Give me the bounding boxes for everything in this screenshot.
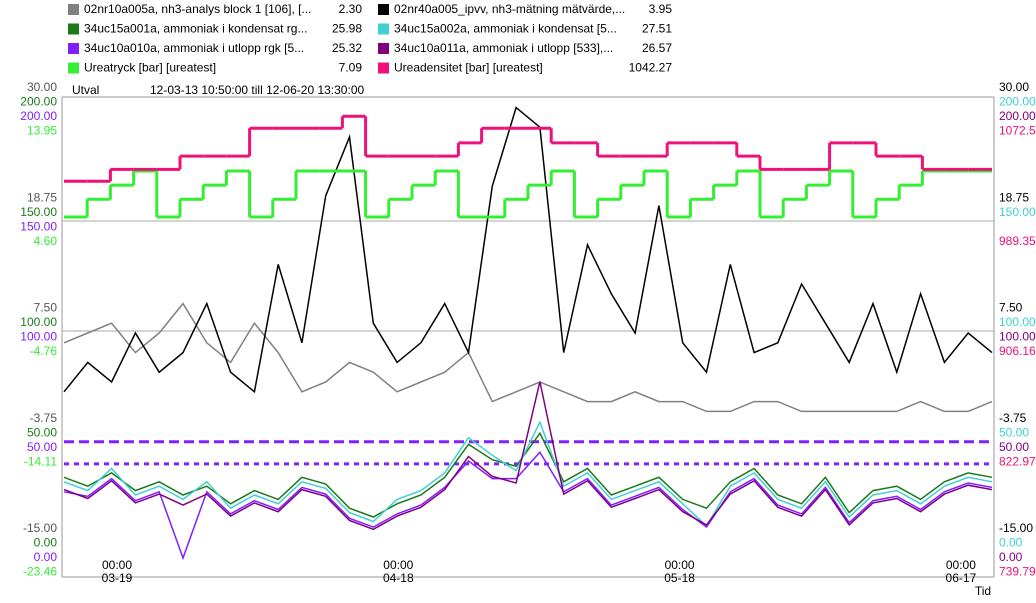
y-tick-label: 200.00 — [20, 109, 57, 123]
y-tick-label: 18.75 — [999, 190, 1029, 204]
series-line — [63, 450, 993, 561]
y-tick-label: 30.00 — [999, 80, 1029, 94]
y-tick-label: -23.46 — [23, 565, 57, 579]
y-tick-label: 13.95 — [27, 124, 57, 138]
y-tick-label: 7.50 — [34, 301, 58, 315]
y-tick-label: 30.00 — [27, 80, 57, 94]
legend-value: 2.30 — [339, 2, 363, 16]
y-tick-label: 100.00 — [20, 330, 57, 344]
legend-swatch — [68, 62, 79, 74]
y-tick-label: 0.00 — [34, 550, 58, 564]
legend-name: 34uc15a001a, ammoniak i kondensat rg... — [84, 22, 307, 36]
y-tick-label: 822.97 — [999, 454, 1036, 468]
y-tick-label: 200.00 — [20, 95, 57, 109]
legend-name: 34uc10a011a, ammoniak i utlopp [533],... — [394, 41, 613, 55]
legend-swatch — [378, 4, 389, 15]
y-tick-label: -14.11 — [24, 454, 57, 468]
legend-swatch — [378, 62, 389, 74]
series-line — [63, 302, 993, 413]
y-tick-label: 50.00 — [27, 425, 57, 439]
y-tick-label: 4.60 — [34, 234, 58, 248]
time-range: 12-03-13 10:50:00 till 12-06-20 13:30:00 — [150, 83, 364, 97]
y-tick-label: -3.75 — [30, 411, 58, 425]
legend-swatch — [378, 23, 389, 35]
legend-value: 25.98 — [332, 22, 362, 36]
x-tick-time: 00:00 — [665, 558, 695, 572]
legend-value: 27.51 — [642, 22, 672, 36]
y-tick-label: 7.50 — [999, 301, 1023, 315]
legend-name: 34uc10a010a, ammoniak i utlopp rgk [5... — [84, 41, 304, 55]
y-tick-label: 0.00 — [34, 536, 58, 550]
series-line — [63, 106, 993, 394]
y-tick-label: 150.00 — [20, 205, 57, 219]
y-tick-label: 200.00 — [999, 95, 1036, 109]
x-tick-date: 06-17 — [946, 571, 977, 585]
legend-name: 02nr10a005a, nh3-analys block 1 [106], [… — [84, 2, 312, 16]
series-line — [63, 381, 993, 531]
x-tick-time: 00:00 — [946, 558, 976, 572]
y-tick-label: 50.00 — [999, 440, 1029, 454]
legend-value: 25.32 — [332, 41, 362, 55]
y-tick-label: -4.76 — [30, 344, 58, 358]
legend-value: 26.57 — [642, 41, 672, 55]
y-tick-label: 150.00 — [999, 205, 1036, 219]
y-tick-label: 50.00 — [27, 440, 57, 454]
legend-name: 02nr40a005_ipvv, nh3-mätning mätvärde,..… — [394, 2, 625, 16]
y-tick-label: 1072.54 — [999, 124, 1036, 138]
legend-value: 1042.27 — [629, 61, 673, 75]
y-tick-label: 50.00 — [999, 425, 1029, 439]
x-axis-label: Tid — [975, 584, 991, 598]
legend-name: Ureatryck [bar] [ureatest] — [84, 61, 216, 75]
legend-name: Ureadensitet [bar] [ureatest] — [394, 61, 543, 75]
y-tick-label: 739.79 — [999, 565, 1036, 579]
y-tick-label: 100.00 — [999, 315, 1036, 329]
legend-swatch — [378, 43, 389, 54]
y-tick-label: 0.00 — [999, 536, 1023, 550]
y-tick-label: 906.16 — [999, 344, 1036, 358]
y-tick-label: 989.35 — [999, 234, 1036, 248]
legend-swatch — [68, 43, 79, 54]
y-tick-label: -15.00 — [23, 521, 57, 535]
y-tick-label: 150.00 — [20, 219, 57, 233]
legend-name: 34uc15a002a, ammoniak i kondensat [5... — [394, 22, 617, 36]
x-tick-date: 03-19 — [102, 571, 133, 585]
legend-value: 7.09 — [339, 61, 363, 75]
y-tick-label: 0.00 — [999, 550, 1023, 564]
y-tick-label: 100.00 — [20, 315, 57, 329]
x-tick-time: 00:00 — [383, 558, 413, 572]
y-tick-label: 100.00 — [999, 330, 1036, 344]
x-tick-time: 00:00 — [102, 558, 132, 572]
selection-label: Utval — [72, 83, 99, 97]
x-tick-date: 04-18 — [383, 571, 414, 585]
y-tick-label: -15.00 — [999, 521, 1033, 535]
y-tick-label: -3.75 — [999, 411, 1027, 425]
legend-swatch — [68, 23, 79, 35]
y-tick-label: 18.75 — [27, 190, 57, 204]
series-line — [63, 420, 993, 528]
x-tick-date: 05-18 — [664, 571, 695, 585]
y-tick-label: 200.00 — [999, 109, 1036, 123]
legend-value: 3.95 — [649, 2, 673, 16]
legend-swatch — [68, 4, 79, 15]
